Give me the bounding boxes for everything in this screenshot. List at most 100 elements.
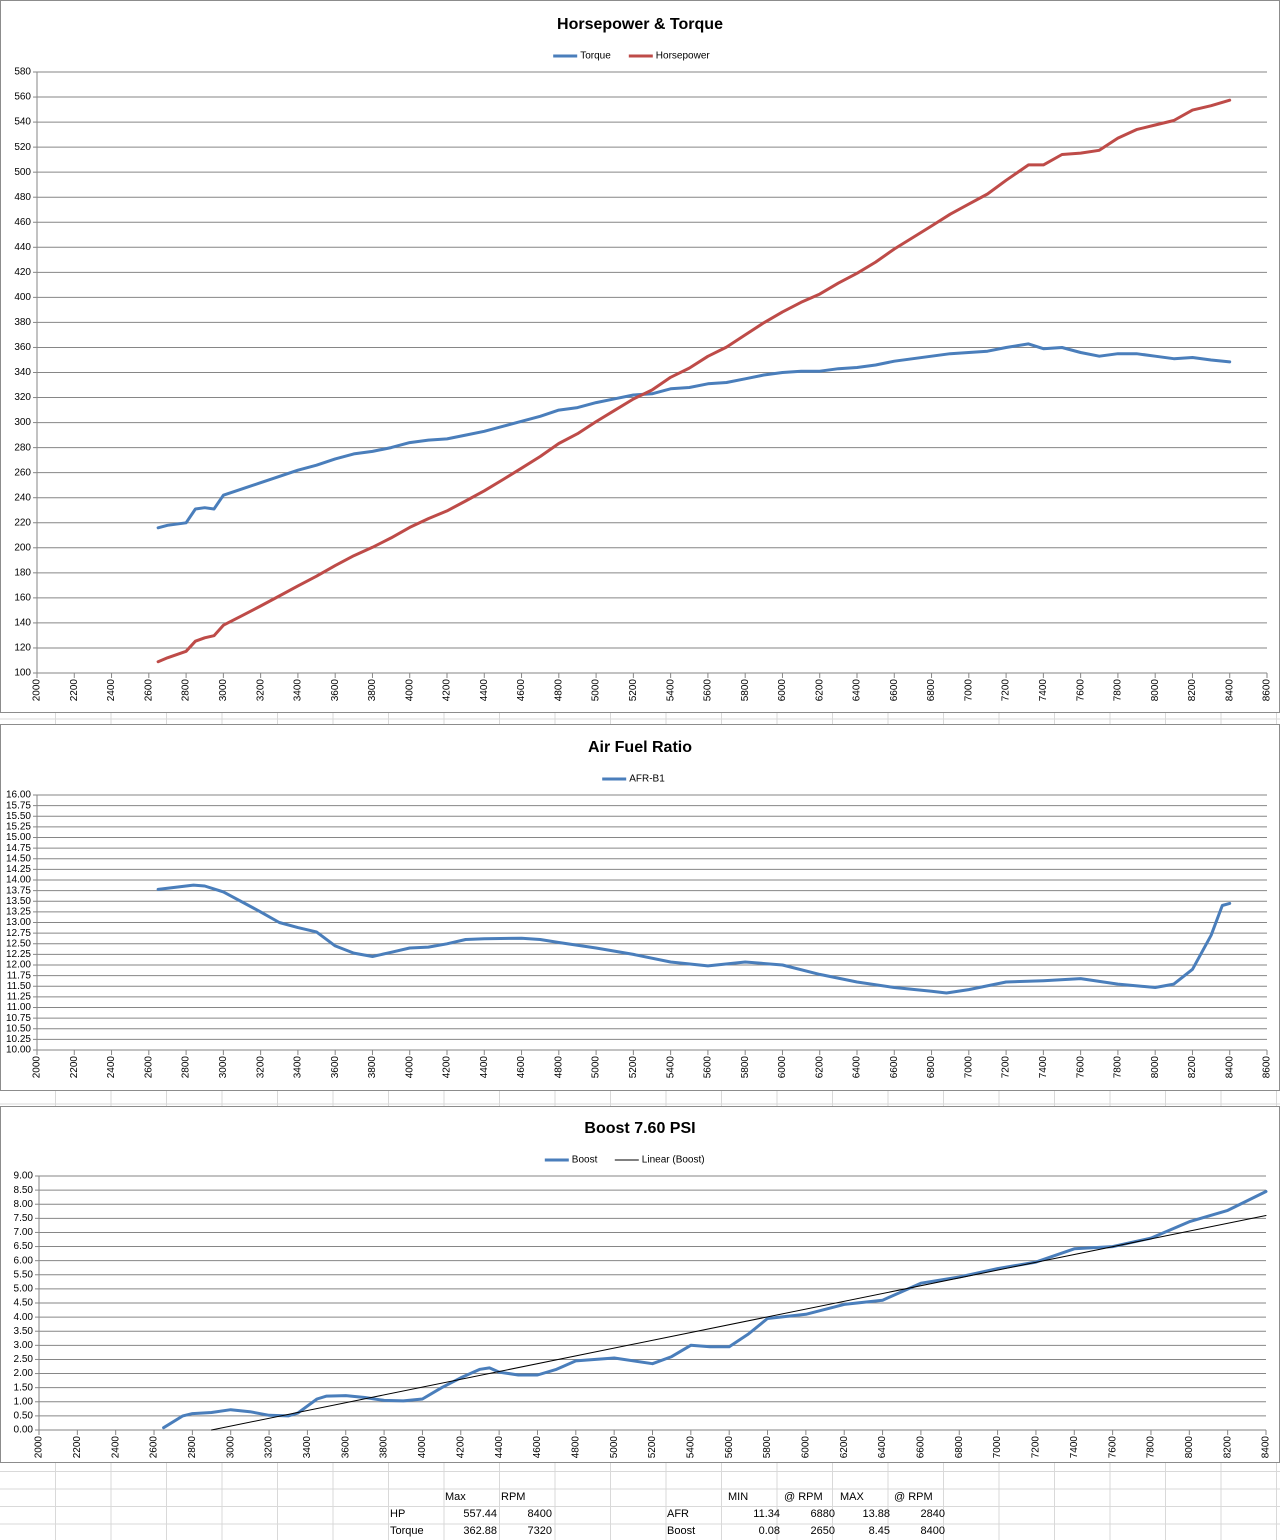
x-tick-label: 6800	[926, 1056, 937, 1079]
table-cell: 557.44	[463, 1508, 497, 1520]
y-tick-label: 10.00	[6, 1045, 31, 1056]
x-tick-label: 5200	[647, 1436, 658, 1459]
x-tick-label: 6600	[889, 679, 900, 702]
legend-label: Torque	[580, 51, 611, 62]
x-tick-label: 3200	[255, 679, 266, 702]
x-tick-label: 7600	[1075, 1056, 1086, 1079]
y-tick-label: 13.00	[6, 917, 31, 928]
table-cell: 11.34	[753, 1508, 780, 1520]
y-tick-label: 12.50	[6, 938, 31, 949]
y-tick-label: 2.50	[14, 1354, 34, 1365]
y-tick-label: 10.50	[6, 1023, 31, 1034]
x-tick-label: 2600	[149, 1436, 160, 1459]
table-row-label: Torque	[390, 1525, 424, 1537]
x-tick-label: 5600	[724, 1436, 735, 1459]
x-tick-label: 5200	[628, 1056, 639, 1079]
x-tick-label: 4200	[442, 679, 453, 702]
legend-label: Boost	[572, 1155, 598, 1166]
x-tick-label: 7400	[1038, 679, 1049, 702]
x-tick-label: 4000	[417, 1436, 428, 1459]
x-tick-label: 4600	[516, 1056, 527, 1079]
x-tick-label: 8000	[1150, 1056, 1161, 1079]
x-tick-label: 4000	[404, 1056, 415, 1079]
x-tick-label: 7800	[1113, 679, 1124, 702]
x-tick-label: 5000	[591, 1056, 602, 1079]
x-tick-label: 4600	[516, 679, 527, 702]
legend-label: AFR-B1	[629, 774, 665, 785]
x-tick-label: 6800	[954, 1436, 965, 1459]
x-tick-label: 8600	[1262, 1056, 1273, 1079]
y-tick-label: 9.00	[14, 1171, 34, 1182]
x-tick-label: 8400	[1224, 679, 1235, 702]
x-tick-label: 6600	[916, 1436, 927, 1459]
chart-title: Air Fuel Ratio	[588, 739, 692, 756]
y-tick-label: 340	[14, 367, 31, 378]
y-tick-label: 5.00	[14, 1284, 34, 1295]
y-tick-label: 100	[14, 668, 31, 679]
x-tick-label: 4000	[404, 679, 415, 702]
y-tick-label: 15.75	[6, 800, 31, 811]
x-tick-label: 3000	[218, 679, 229, 702]
x-tick-label: 3400	[302, 1436, 313, 1459]
y-tick-label: 560	[14, 92, 31, 103]
y-tick-label: 180	[14, 567, 31, 578]
y-tick-label: 15.50	[6, 811, 31, 822]
x-tick-label: 3800	[367, 679, 378, 702]
x-tick-label: 3600	[330, 679, 341, 702]
y-tick-label: 11.25	[7, 992, 32, 1003]
y-tick-label: 5.50	[14, 1269, 34, 1280]
x-tick-label: 5600	[703, 679, 714, 702]
x-tick-label: 4200	[442, 1056, 453, 1079]
x-tick-label: 5400	[685, 1436, 696, 1459]
y-tick-label: 16.00	[6, 790, 31, 801]
x-tick-label: 7200	[1001, 679, 1012, 702]
table-cell: 8.45	[869, 1525, 890, 1537]
x-tick-label: 7600	[1107, 1436, 1118, 1459]
x-tick-label: 3200	[264, 1436, 275, 1459]
table-row-label: HP	[390, 1508, 405, 1520]
y-tick-label: 520	[14, 142, 31, 153]
x-tick-label: 4600	[532, 1436, 543, 1459]
data-line	[211, 1215, 1267, 1431]
x-tick-label: 7200	[1031, 1436, 1042, 1459]
x-tick-label: 8400	[1224, 1056, 1235, 1079]
x-tick-label: 6400	[852, 1056, 863, 1079]
x-tick-label: 2600	[143, 679, 154, 702]
table-row-label: Boost	[667, 1525, 695, 1537]
table-cell: 2840	[921, 1508, 945, 1520]
x-tick-label: 2400	[106, 1056, 117, 1079]
table-header: RPM	[501, 1491, 525, 1503]
table-cell: 2650	[811, 1525, 835, 1537]
x-tick-label: 6200	[814, 679, 825, 702]
x-tick-label: 4400	[479, 1056, 490, 1079]
x-tick-label: 6000	[777, 679, 788, 702]
y-tick-label: 580	[14, 67, 31, 78]
y-tick-label: 460	[14, 217, 31, 228]
x-tick-label: 7800	[1146, 1436, 1157, 1459]
x-tick-label: 2800	[181, 679, 192, 702]
legend-label: Horsepower	[656, 51, 711, 62]
y-tick-label: 14.50	[6, 853, 31, 864]
table-cell: 8400	[921, 1525, 945, 1537]
x-tick-label: 5400	[665, 1056, 676, 1079]
y-tick-label: 8.50	[14, 1185, 34, 1196]
x-tick-label: 5800	[740, 1056, 751, 1079]
y-tick-label: 280	[14, 442, 31, 453]
table-cell: 7320	[528, 1525, 552, 1537]
x-tick-label: 3800	[367, 1056, 378, 1079]
y-tick-label: 4.00	[14, 1312, 34, 1323]
y-tick-label: 300	[14, 417, 31, 428]
y-tick-label: 3.50	[14, 1326, 34, 1337]
x-tick-label: 3200	[255, 1056, 266, 1079]
y-tick-label: 6.50	[14, 1241, 34, 1252]
y-tick-label: 12.75	[6, 928, 31, 939]
x-tick-label: 7000	[992, 1436, 1003, 1459]
y-tick-label: 540	[14, 117, 31, 128]
y-tick-label: 200	[14, 542, 31, 553]
x-tick-label: 3800	[379, 1436, 390, 1459]
legend-label: Linear (Boost)	[642, 1155, 705, 1166]
y-tick-label: 400	[14, 292, 31, 303]
x-tick-label: 5000	[609, 1436, 620, 1459]
y-tick-label: 0.50	[14, 1411, 34, 1422]
